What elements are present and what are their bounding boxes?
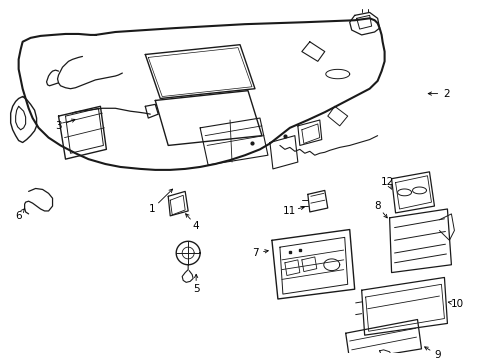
Text: 9: 9 — [434, 350, 441, 360]
Text: 8: 8 — [374, 201, 381, 211]
Text: 6: 6 — [15, 211, 22, 221]
Text: 12: 12 — [381, 177, 394, 186]
Text: 5: 5 — [193, 284, 199, 294]
Text: 3: 3 — [55, 121, 62, 131]
Text: 7: 7 — [252, 248, 258, 258]
Text: 4: 4 — [193, 221, 199, 231]
Text: 10: 10 — [451, 299, 464, 309]
Text: 2: 2 — [443, 89, 450, 99]
Text: 11: 11 — [283, 206, 296, 216]
Text: 1: 1 — [149, 204, 156, 214]
